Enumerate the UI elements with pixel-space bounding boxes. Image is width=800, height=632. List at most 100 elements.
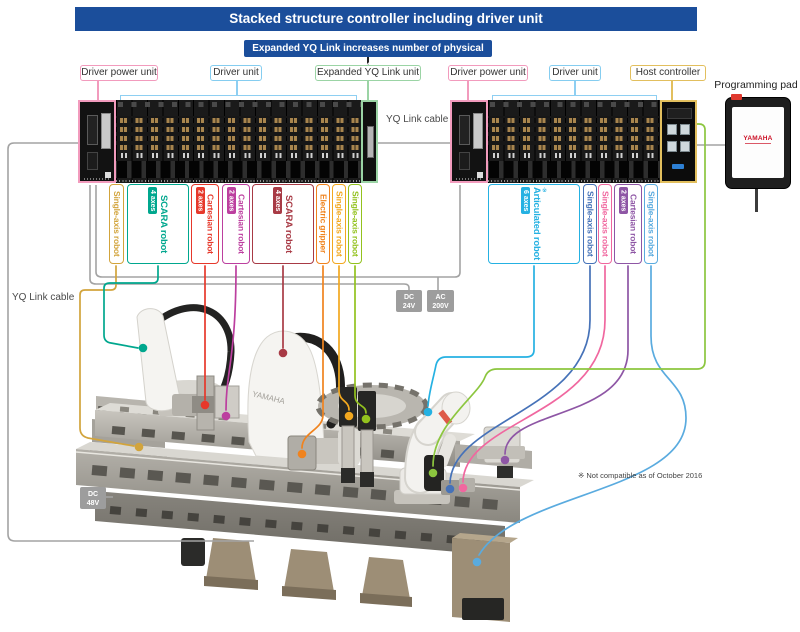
assembly-machine-illustration: YAMAHA [75, 304, 534, 622]
dot-articulated [423, 407, 433, 417]
leader-single-axis-pink [462, 265, 606, 483]
connector-expanded [367, 81, 369, 101]
footnote-mark: ※ [541, 188, 547, 194]
dot-cartesian-red [200, 400, 210, 410]
axes-badge: 4 axes [273, 187, 283, 215]
dot-single-axis-pink [458, 483, 468, 493]
leader-articulated [427, 265, 535, 407]
robot-label-scara-4axes-darkred: 4 axes SCARA robot [252, 184, 314, 264]
robot-label-single-axis-ltblue: Single-axis robot [644, 184, 658, 264]
footnote: ※ Not compatible as of October 2016 [578, 471, 703, 480]
dot-cartesian-purple [500, 455, 510, 465]
dot-single-axis-gold [134, 442, 144, 452]
ethernet-port [667, 141, 677, 152]
pad-power-button [731, 94, 742, 100]
dc24v-badge: DC 24V [396, 290, 422, 312]
driver-unit-modules-right [488, 100, 660, 183]
programming-pad: YAMAHA [725, 94, 791, 189]
leader-single-axis-yellow [338, 265, 350, 411]
leader-cartesian-magenta [225, 265, 237, 411]
host-green-link [432, 123, 706, 467]
driver-unit-modules-left [116, 100, 361, 183]
gripper-tower-2 [358, 391, 376, 431]
machine-foot [362, 557, 410, 599]
connector-left-power [97, 81, 99, 101]
yq-link-cable-label-left: YQ Link cable [12, 292, 75, 303]
right-controller-rack [450, 100, 697, 183]
label-driver-power-unit-right: Driver power unit [448, 65, 528, 81]
gray-cables [7, 142, 725, 542]
robot-label-single-axis-yellow: Single-axis robot [332, 184, 346, 264]
leader-single-axis-ltblue [478, 265, 687, 556]
connector-host [671, 81, 673, 101]
robot-label-single-axis-pink: Single-axis robot [598, 184, 612, 264]
robot-label-scara-4axes-teal: 4 axes SCARA robot [127, 184, 189, 264]
axes-badge: 2 axes [226, 187, 236, 215]
dot-electric-gripper [297, 449, 307, 459]
leader-single-axis-blue [449, 265, 591, 484]
robot-label-cartesian-2axes-magenta: 2 axes Cartesian robot [222, 184, 250, 264]
leader-single-axis-ygreen [354, 265, 367, 414]
yamaha-logo: YAMAHA [743, 135, 773, 142]
dot-scara-teal [138, 343, 148, 353]
banner-connector [367, 57, 369, 66]
robot-label-single-axis-gold: Single-axis robot [109, 184, 124, 264]
dc48v-badge: DC 48V [80, 487, 106, 509]
bracket-tick-right [574, 81, 576, 95]
label-driver-power-unit-left: Driver power unit [80, 65, 158, 81]
host-display [667, 108, 692, 119]
leader-electric-gripper [301, 265, 324, 449]
label-driver-unit-right: Driver unit [549, 65, 601, 81]
robot-label-cartesian-2axes-red: 2 axes Cartesian robot [191, 184, 219, 264]
machine-foot [284, 549, 334, 592]
axes-badge: 6 axes [521, 187, 530, 215]
base-motor [181, 538, 205, 566]
host-led [672, 164, 684, 169]
driver-power-unit-module-right [450, 100, 488, 183]
left-controller-rack [78, 100, 378, 183]
leader-cartesian-purple [504, 265, 629, 455]
yq-link-banner: Expanded YQ Link increases number of phy… [244, 40, 492, 71]
host-controller-module [660, 100, 697, 183]
pad-logo-underline [745, 143, 771, 144]
yq-link-cable-label-center: YQ Link cable [386, 114, 449, 125]
robot-leader-lines [79, 123, 706, 556]
leader-scara-teal [103, 265, 159, 349]
expanded-yq-link-unit-module [361, 100, 378, 183]
connector-right-power [467, 81, 469, 101]
label-expanded-yq-link-unit: Expanded YQ Link unit [315, 65, 421, 81]
programming-pad-label: Programming pad [714, 79, 798, 91]
ethernet-port [667, 124, 677, 135]
ac200-power-line [95, 185, 461, 278]
pad-screen: YAMAHA [732, 107, 784, 178]
dot-cartesian-magenta [221, 411, 231, 421]
dc24-power-line [89, 185, 410, 290]
connection-dots [134, 343, 510, 567]
bracket-driver-units-left [120, 95, 357, 101]
label-driver-unit-left: Driver unit [210, 65, 262, 81]
dot-scara-darkred [278, 348, 288, 358]
ac200v-badge: AC 200V [427, 290, 454, 312]
dot-single-axis-yellow [344, 411, 354, 421]
axes-badge: 4 axes [148, 187, 158, 215]
ethernet-port [680, 124, 690, 135]
bracket-driver-units-right [492, 95, 657, 101]
robot-label-single-axis-ygreen: Single-axis robot [348, 184, 362, 264]
ethernet-port [680, 141, 690, 152]
axes-badge: 2 axes [618, 187, 628, 215]
pedestal-motor [462, 598, 504, 620]
dot-single-axis-blue [445, 484, 455, 494]
robot-label-single-axis-blue: Single-axis robot [583, 184, 597, 264]
leader-single-axis-gold [79, 265, 135, 447]
axes-badge: 2 axes [195, 187, 205, 215]
robot-label-articulated-6axes: 6 axes Articulated robot ※ [488, 184, 580, 264]
robot-label-electric-gripper: Electric gripper [316, 184, 330, 264]
dot-host-green [428, 468, 438, 478]
dot-single-axis-ygreen [361, 414, 371, 424]
dot-single-axis-ltblue [472, 557, 482, 567]
yq-link-cable-left [7, 142, 254, 542]
driver-power-unit-module-left [78, 100, 116, 183]
label-host-controller: Host controller [630, 65, 706, 81]
